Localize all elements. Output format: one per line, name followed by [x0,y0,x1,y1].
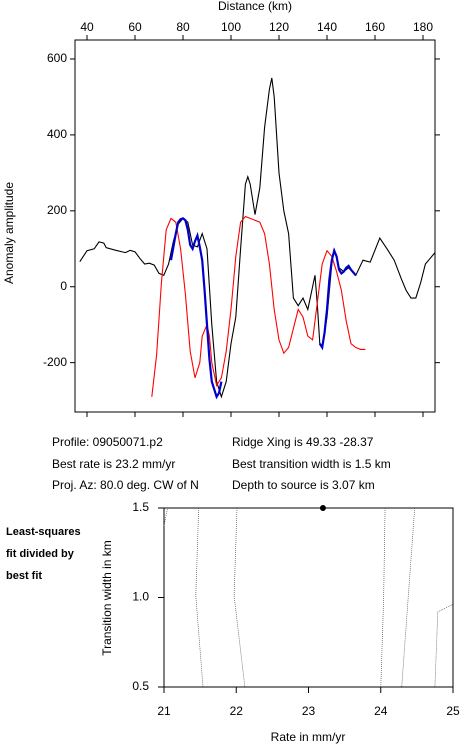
y-tick-label: 200 [47,203,67,217]
contour-line [195,507,204,688]
x-tick-label: 22 [230,704,244,718]
y-axis-title: Anomaly amplitude [2,182,16,284]
x-tick-label: 80 [176,20,190,34]
x-tick-label: 140 [317,20,337,34]
data-line [169,217,357,400]
x-tick-label: 180 [413,20,433,34]
side-title: best fit [6,570,42,582]
contour-line [380,507,386,688]
x-tick-label: 23 [302,704,316,718]
x-tick-label: 25 [446,704,460,718]
contour-line [163,507,168,526]
x-tick-label: 60 [128,20,142,34]
x-axis-title: Rate in mm/yr [271,730,346,744]
annotation: Best rate is 23.2 mm/yr [52,457,175,471]
y-tick-label: 0 [60,279,67,293]
side-title: Least-squares [6,526,81,538]
data-line [151,215,366,397]
best-fit-point [319,505,326,511]
x-tick-label: 120 [269,20,289,34]
side-title: fit divided by [6,548,75,560]
x-tick-label: 24 [374,704,388,718]
annotation: Profile: 09050071.p2 [52,435,163,449]
contour-line [233,507,246,688]
plot-frame [163,507,454,688]
plot-frame [74,39,436,413]
y-tick-label: -200 [43,355,67,369]
y-tick-label: 1.5 [132,500,149,514]
x-tick-label: 40 [80,20,94,34]
contour-line [401,507,416,688]
x-tick-label: 100 [221,20,241,34]
annotation: Depth to source is 3.07 km [232,478,375,492]
y-tick-label: 600 [47,51,67,65]
y-tick-label: 400 [47,127,67,141]
x-axis-title: Distance (km) [218,0,292,13]
annotation: Ridge Xing is 49.33 -28.37 [232,435,374,449]
data-line [79,77,436,399]
annotation: Proj. Az: 80.0 deg. CW of N [52,478,199,492]
y-tick-label: 0.5 [132,679,149,693]
annotation: Best transition width is 1.5 km [232,457,391,471]
y-axis-title: Transition width in km [100,540,114,656]
y-tick-label: 1.0 [132,590,149,604]
x-tick-label: 160 [365,20,385,34]
contour-line [434,604,453,688]
x-tick-label: 21 [157,704,171,718]
